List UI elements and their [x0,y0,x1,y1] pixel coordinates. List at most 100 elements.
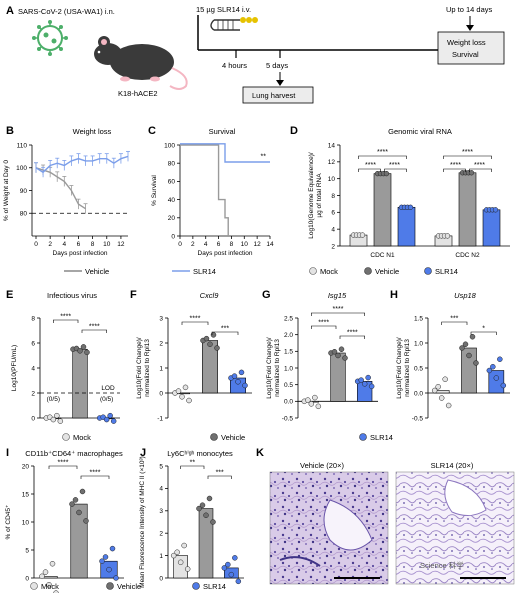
panel-h-point [497,356,503,362]
panel-f-sig-label: *** [221,326,229,333]
panel-f-point [179,394,185,400]
panel-g-point [361,381,368,387]
panel-f-point [182,384,189,391]
panel-d-sig-label: **** [474,162,485,169]
panel-h-title: Usp18 [454,291,477,300]
panel-i-ytick-label: 20 [22,463,30,470]
panel-h-ytick-label: 0.5 [414,365,423,372]
panel-b-xtick-label: 12 [117,241,125,248]
panel-i-ytick-label: 0 [25,575,29,582]
panel-h-point [435,384,441,390]
panel-f-sig-bracket [181,321,209,325]
panel-b-ytick-label: 80 [20,211,28,218]
panel-i-point [79,488,86,495]
panel-i-title: CD11b⁺CD64⁺ macrophages [25,449,123,458]
panel-e-point [110,418,117,424]
panel-j-point [174,549,180,555]
panel-e-slr14-count: (0/5) [100,396,113,403]
panel-j-point [221,565,228,571]
panel-c-ytick-label: 0 [171,233,175,240]
panel-i-chart: 0 5 10 15 20 % of CD45⁺ **** **** [5,460,124,593]
panel-e-point [80,344,87,350]
panel-c-title: Survival [209,127,236,136]
panel-g-point [338,346,345,352]
panel-i-point [46,581,52,588]
panel-g-ytick-label: 0.5 [284,382,293,389]
panel-f-point [238,369,245,376]
panel-j-point [225,561,231,568]
legend-d: Mock Vehicle SLR14 [309,267,458,276]
panel-h-chart: -0.5 0.0 0.5 1.0 1.5 Log10(Fold Change)/norma… [396,315,510,422]
panel-b-ytick-label: 100 [16,165,27,172]
panel-h-point [462,341,469,347]
panel-j-sig-label: *** [216,470,224,477]
panel-i-label: I [6,447,9,459]
panel-d-sig-label: **** [462,149,473,156]
panel-e-sig-label: **** [89,324,100,331]
panel-e-ytick-label: 6 [31,340,35,347]
panel-g-ylabel-line1: Log10(Fold Change)/ [266,337,273,399]
panel-g-ylabel-line2: normalized to Rpl13 [274,339,281,397]
panel-j-point [177,559,184,566]
panel-f-point [242,382,248,389]
panel-d-ytick-label: 14 [328,142,336,149]
panel-i-point [53,590,59,593]
panel-h-point [442,376,448,382]
panel-j-sig-bracket [180,465,205,469]
panel-f-point [214,345,220,351]
panel-a-label: A [6,5,14,17]
panel-e-lod-label: LOD [101,385,115,392]
panel-d-bar [397,206,416,247]
panel-g-sig-bracket [311,325,337,329]
panel-d-category-label: CDC N1 [370,252,395,259]
panel-g-point [312,394,318,401]
panel-e-ytick-label: 0 [31,415,35,422]
panel-d-sig-label: **** [450,162,461,169]
panel-j-sig-label: ** [190,460,196,467]
panel-b-label: B [6,125,14,137]
panel-h-point [431,387,438,394]
panel-k: Vehicle (20×) SLR14 (20×) Science 科学 [269,461,515,585]
panel-g-bar [330,352,346,402]
survival-label: Survival [452,50,479,59]
panel-e-sig-bracket [81,329,107,333]
panel-i-sig-bracket [48,465,78,469]
panel-d-point [383,170,390,177]
panel-f-ylabel-line2: normalized to Rpl13 [144,339,151,397]
panel-h-point [438,395,445,401]
panel-c-series-slr14 [180,143,270,163]
legend-ij: Mock Vehicle SLR14 [30,582,226,591]
panel-j-point [196,505,202,512]
panel-e-sig-label: **** [60,314,71,321]
panel-c-ytick-label: 20 [168,215,176,222]
panel-h-ytick-label: -0.5 [412,415,424,422]
panel-g-point [331,349,338,355]
panel-d-sig-bracket [384,168,407,172]
panel-d-sig-label: **** [365,162,376,169]
panel-i-sig-label: **** [58,460,69,467]
legend-efgh: Mock Vehicle SLR14 [62,433,393,442]
histology-left-label: Vehicle (20×) [300,461,344,470]
panel-g-ylabel: Log10(Fold Change)/normalized to Rpl13 [266,337,281,399]
panel-g-title: Isg15 [328,291,347,300]
panel-e-ylabel: Log10(PFU/mL) [11,345,18,391]
panel-g-ytick-label: 0.0 [284,399,293,406]
panel-b-series-slr14 [35,155,129,174]
panel-f-ytick-label: -1 [157,415,163,422]
legend-ij-mock: Mock [41,582,59,591]
panel-d-sig-bracket [443,168,466,172]
panel-g-sig-bracket [339,335,365,339]
panel-d-ylabel: Log10(Genome Equivalence)/µg of total RN… [308,152,323,239]
panel-c-ytick-label: 100 [164,142,175,149]
panel-i-point [72,497,79,503]
panel-g-ytick-label: 2.5 [284,315,293,322]
panel-h-point [500,382,507,389]
legend-d-slr14: SLR14 [435,267,458,276]
panel-e-point [57,418,64,424]
panel-e-bar [72,348,88,419]
panel-b-xtick-label: 0 [34,241,38,248]
panel-f-sig-bracket [211,331,239,335]
panel-g-point [308,401,315,407]
panel-f-ytick-label: 0 [159,390,163,397]
